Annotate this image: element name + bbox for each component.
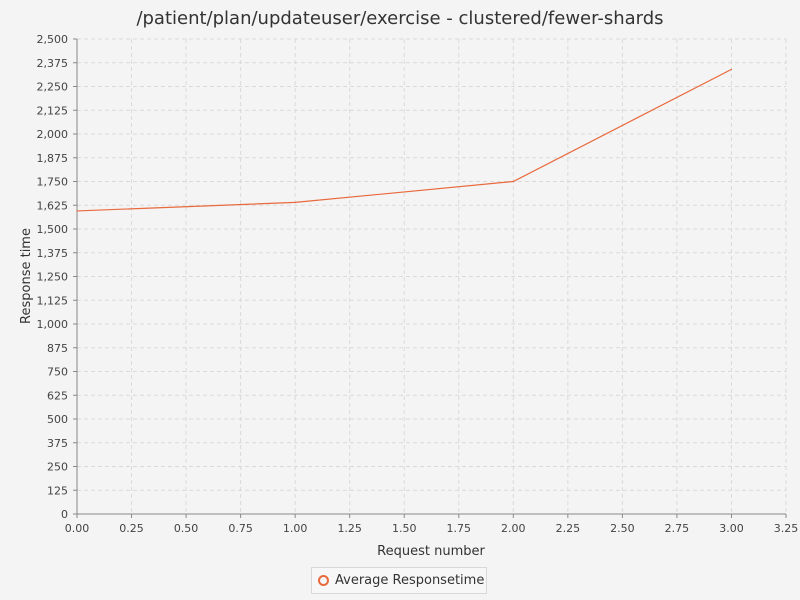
- y-tick-label: 1,250: [37, 271, 69, 284]
- x-tick-label: 2.25: [556, 522, 581, 535]
- y-tick-label: 1,000: [37, 318, 69, 331]
- y-tick-label: 1,625: [37, 199, 69, 212]
- y-axis-label: Response time: [19, 228, 34, 324]
- x-tick-label: 0.00: [65, 522, 90, 535]
- y-tick-label: 2,000: [37, 128, 69, 141]
- y-tick-label: 125: [47, 484, 68, 497]
- x-tick-label: 1.25: [337, 522, 362, 535]
- x-axis-label: Request number: [377, 544, 485, 559]
- x-tick-label: 0.25: [119, 522, 144, 535]
- legend-marker-icon: [318, 575, 329, 586]
- y-tick-label: 875: [47, 342, 68, 355]
- y-tick-label: 1,875: [37, 152, 69, 165]
- axes: 0.00 0.25 0.50 0.75 1.00 1.25 1.50 1.75 2.00 2.25…: [37, 33, 799, 535]
- y-tick-label: 0: [61, 508, 68, 521]
- data-point: [294, 201, 296, 203]
- y-tick-label: 1,125: [37, 294, 69, 307]
- x-tick-label: 3.25: [774, 522, 799, 535]
- x-tick-label: 1.50: [392, 522, 417, 535]
- y-tick-label: 1,375: [37, 247, 69, 260]
- x-tick-label: 2.00: [501, 522, 526, 535]
- x-tick-label: 3.00: [719, 522, 744, 535]
- y-tick-label: 2,250: [37, 81, 69, 94]
- data-point: [730, 68, 733, 70]
- x-tick-label: 2.75: [665, 522, 690, 535]
- y-tick-label: 1,750: [37, 176, 69, 189]
- x-tick-label: 1.00: [283, 522, 308, 535]
- y-tick-label: 625: [47, 389, 68, 402]
- y-tick-label: 1,500: [37, 223, 69, 236]
- legend-label: Average Responsetime: [335, 573, 485, 588]
- y-tick-label: 500: [47, 413, 68, 426]
- x-tick-label: 0.50: [174, 522, 199, 535]
- y-tick-label: 2,500: [37, 33, 69, 46]
- x-tick-label: 1.75: [447, 522, 472, 535]
- chart-title: /patient/plan/updateuser/exercise - clus…: [136, 8, 663, 29]
- x-tick-label: 2.50: [610, 522, 635, 535]
- y-tick-label: 375: [47, 437, 68, 450]
- y-tick-label: 250: [47, 461, 68, 474]
- legend: Average Responsetime: [311, 567, 487, 594]
- data-point: [76, 210, 78, 212]
- series-line: [76, 68, 732, 212]
- data-point: [512, 180, 514, 183]
- y-tick-label: 750: [47, 366, 68, 379]
- y-tick-label: 2,375: [37, 57, 69, 70]
- series-layer: [76, 68, 733, 212]
- y-tick-label: 2,125: [37, 104, 69, 117]
- x-tick-label: 0.75: [228, 522, 253, 535]
